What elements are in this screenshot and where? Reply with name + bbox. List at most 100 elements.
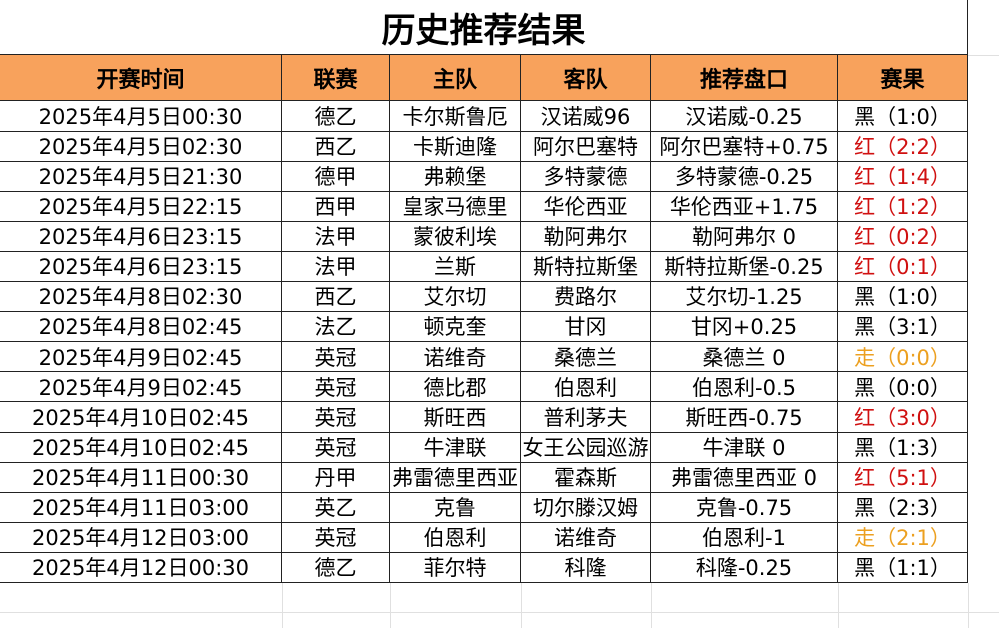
grid-line [651,582,652,628]
table-cell: 斯特拉斯堡-0.25 [651,251,838,283]
table-cell: 阿尔巴塞特+0.75 [651,131,838,162]
table-cell: 菲尔特 [390,552,521,584]
table-cell: 诺维奇 [521,522,651,553]
result-cell: 红（1:4） [838,161,968,192]
table-cell: 克鲁-0.75 [651,492,838,523]
table-cell: 勒阿弗尔 [521,221,651,252]
column-header: 联赛 [282,55,390,101]
table-cell: 甘冈 [521,311,651,343]
table-cell: 西乙 [282,131,390,162]
table-cell: 费路尔 [521,281,651,313]
table-cell: 西乙 [282,281,390,313]
table-cell: 皇家马德里 [390,191,521,222]
table-cell: 2025年4月11日03:00 [0,492,282,523]
table-cell: 德甲 [282,161,390,192]
table-cell: 华伦西亚 [521,191,651,222]
table-cell: 德乙 [282,552,390,584]
table-cell: 诺维奇 [390,341,521,373]
table-cell: 斯旺西 [390,402,521,433]
table-cell: 2025年4月9日02:45 [0,371,282,403]
result-cell: 红（0:1） [838,251,968,283]
table-cell: 牛津联 [390,432,521,463]
table-cell: 西甲 [282,191,390,222]
table-cell: 甘冈+0.25 [651,311,838,343]
result-cell: 走（2:1） [838,522,968,553]
column-header: 开赛时间 [0,55,282,101]
result-cell: 黑（1:3） [838,432,968,463]
column-header: 赛果 [838,55,968,101]
result-cell: 黑（3:1） [838,311,968,343]
result-cell: 黑（2:3） [838,492,968,523]
result-cell: 黑（1:0） [838,101,968,132]
result-cell: 红（0:2） [838,221,968,252]
table-cell: 法甲 [282,221,390,252]
result-cell: 走（0:0） [838,341,968,373]
table-cell: 克鲁 [390,492,521,523]
grid-line [968,55,999,56]
table-cell: 2025年4月5日21:30 [0,161,282,192]
title: 历史推荐结果 [0,0,968,55]
table-cell: 2025年4月10日02:45 [0,402,282,433]
table-cell: 丹甲 [282,462,390,493]
table-cell: 桑德兰 0 [651,341,838,373]
table-cell: 多特蒙德 [521,161,651,192]
table-cell: 多特蒙德-0.25 [651,161,838,192]
grid-line [390,582,391,628]
table-cell: 卡斯迪隆 [390,131,521,162]
table-cell: 2025年4月6日23:15 [0,251,282,283]
table-cell: 伯恩利-1 [651,522,838,553]
table-cell: 法甲 [282,251,390,283]
table-cell: 伯恩利-0.5 [651,371,838,403]
table-cell: 普利茅夫 [521,402,651,433]
table-cell: 2025年4月12日03:00 [0,522,282,553]
table-cell: 汉诺威-0.25 [651,101,838,132]
table-cell: 兰斯 [390,251,521,283]
table-cell: 2025年4月5日00:30 [0,101,282,132]
result-cell: 黑（1:0） [838,281,968,313]
table-cell: 弗赖堡 [390,161,521,192]
table-cell: 2025年4月8日02:30 [0,281,282,313]
table-cell: 桑德兰 [521,341,651,373]
grid-line [282,582,283,628]
result-cell: 红（2:2） [838,131,968,162]
grid-line [0,612,999,613]
table-cell: 科隆-0.25 [651,552,838,584]
table-cell: 伯恩利 [521,371,651,403]
table-cell: 德比郡 [390,371,521,403]
table-cell: 切尔滕汉姆 [521,492,651,523]
table-cell: 2025年4月12日00:30 [0,552,282,584]
table-cell: 英冠 [282,432,390,463]
table-cell: 英冠 [282,522,390,553]
table-cell: 弗雷德里西亚 0 [651,462,838,493]
table-cell: 女王公园巡游 [521,432,651,463]
column-header: 主队 [390,55,521,101]
table-cell: 伯恩利 [390,522,521,553]
table-cell: 2025年4月10日02:45 [0,432,282,463]
table-cell: 牛津联 0 [651,432,838,463]
table-cell: 华伦西亚+1.75 [651,191,838,222]
table-cell: 斯特拉斯堡 [521,251,651,283]
table-cell: 弗雷德里西亚 [390,462,521,493]
result-cell: 黑（1:1） [838,552,968,584]
table-cell: 法乙 [282,311,390,343]
table-cell: 2025年4月6日23:15 [0,221,282,252]
table-cell: 2025年4月5日02:30 [0,131,282,162]
grid-line [968,582,969,628]
table-cell: 2025年4月8日02:45 [0,311,282,343]
column-header: 推荐盘口 [651,55,838,101]
table-cell: 蒙彼利埃 [390,221,521,252]
table-cell: 斯旺西-0.75 [651,402,838,433]
table-cell: 阿尔巴塞特 [521,131,651,162]
result-cell: 红（5:1） [838,462,968,493]
table-cell: 2025年4月9日02:45 [0,341,282,373]
table-cell: 英乙 [282,492,390,523]
table-cell: 英冠 [282,402,390,433]
table-cell: 艾尔切-1.25 [651,281,838,313]
table-cell: 2025年4月5日22:15 [0,191,282,222]
table-cell: 顿克奎 [390,311,521,343]
table-cell: 英冠 [282,371,390,403]
result-cell: 红（3:0） [838,402,968,433]
table-cell: 汉诺威96 [521,101,651,132]
table-cell: 艾尔切 [390,281,521,313]
